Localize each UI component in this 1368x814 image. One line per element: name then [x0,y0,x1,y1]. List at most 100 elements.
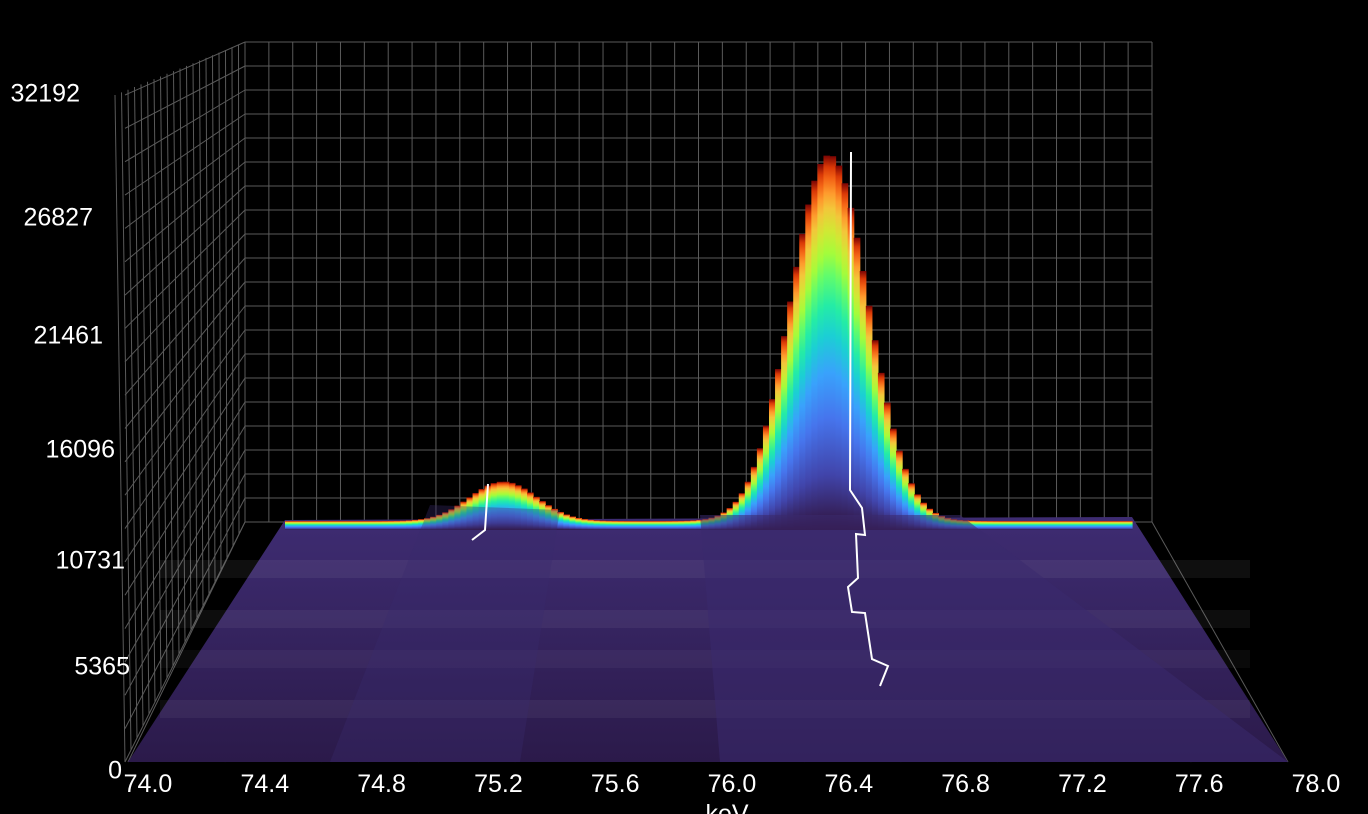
x-tick-label: 76.4 [824,770,873,798]
surface-column [781,336,788,530]
surface-column [974,520,982,530]
surface-column [902,468,909,530]
surface-column [357,521,365,530]
surface-column [896,450,903,530]
left-grid-line [127,89,138,739]
surface-column [399,520,407,530]
surface-column [605,520,613,530]
surface-column [654,521,661,530]
x-tick-label: 74.8 [357,770,406,798]
left-grid-line [192,63,198,619]
left-grid-line [124,209,246,329]
x-tick-label: 76.0 [708,770,757,798]
x-tick-label: 75.2 [474,770,523,798]
left-grid-line [124,137,246,229]
surface-column [581,519,589,530]
peak-foreground-ridge [700,515,1288,762]
surface-column [345,521,353,530]
left-grid-line [212,55,216,583]
left-grid-line [124,473,246,696]
left-grid-line [199,60,204,607]
surface-column [823,155,831,530]
left-grid-line [121,92,132,751]
left-grid-line [218,52,222,571]
surface-column [412,519,419,530]
surface-column [291,521,298,530]
surface-column [617,520,625,530]
surface-column [436,514,443,530]
surface-column [660,521,667,530]
surface-column [575,517,583,530]
surface-column [1004,521,1012,530]
surface-column [1017,521,1024,530]
left-grid-line [225,49,228,559]
surface-column [315,521,322,530]
left-grid-line [124,353,246,529]
surface-column [442,512,449,530]
left-grid-line [134,87,144,727]
surface-column [611,520,619,530]
x-tick-label: 75.6 [591,770,640,798]
surface-column [793,266,800,530]
surface-column [339,521,347,530]
surface-column [551,508,558,530]
surface-column [750,466,758,530]
surface-column [787,301,794,530]
surface-column [375,521,383,530]
surface-column [641,521,649,530]
left-grid-line [147,81,156,703]
z-tick-label: 10731 [55,547,125,575]
surface-column [466,497,474,530]
surface-column [1041,521,1048,530]
surface-column [496,481,504,530]
z-tick-label: 16096 [45,436,115,464]
minor-peak-foreground-ridge [330,505,560,762]
surface-column [1077,521,1085,530]
left-grid-line [160,76,168,679]
left-grid-line [124,65,246,129]
surface-column [914,494,921,530]
surface-column [623,521,631,530]
surface-column [690,520,697,530]
ridge-line [846,151,890,687]
left-grid-line [205,57,210,595]
surface-column [327,521,334,530]
surface-column [545,505,552,530]
left-grid-line [124,377,246,563]
left-grid-line [124,425,246,629]
surface-column [678,520,685,530]
surface-column [418,519,425,530]
surface-column [1089,521,1097,530]
surface-column [635,521,643,530]
surface-column [1071,521,1079,530]
surface-column [303,521,310,530]
left-grid-line [124,113,246,196]
surface-column [1047,521,1054,530]
surface-column [1125,521,1133,530]
surface-column [527,492,534,530]
left-grid-line [124,329,246,496]
left-grid-line [173,71,180,655]
surface-column [980,520,988,530]
surface-column [629,521,637,530]
surface-column [859,271,867,530]
surface-column [285,521,292,530]
surface-column [648,521,655,530]
z-tick-label: 32192 [10,80,80,108]
surface-column [1029,521,1036,530]
surface-column [811,180,818,530]
surface-column [666,520,673,530]
surface-column [478,488,486,530]
surface-column [684,520,691,530]
x-tick-label: 74.4 [240,770,289,798]
surface-column [1023,521,1030,530]
surface-column [448,509,455,530]
left-grid-line [124,233,246,363]
z-tick-label: 0 [108,757,122,785]
left-grid-line [124,521,246,763]
left-grid-line [124,305,246,463]
surface-column [587,519,595,530]
z-tick-label: 26827 [23,204,93,232]
surface-column [309,521,316,530]
